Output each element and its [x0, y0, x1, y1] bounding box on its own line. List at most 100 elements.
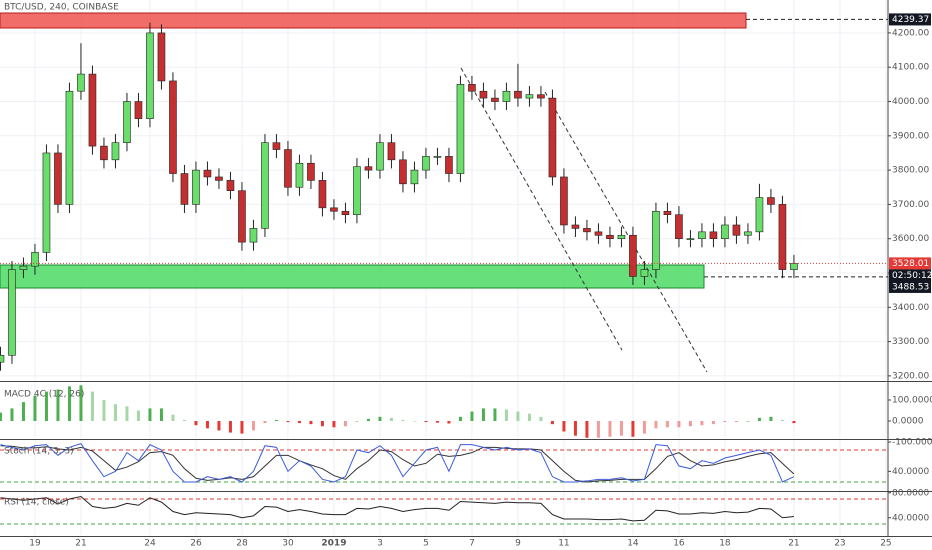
- candle-body: [203, 169, 212, 178]
- macd-bar: [458, 416, 462, 421]
- candle-body: [744, 231, 752, 236]
- resistance-label-box: [889, 13, 931, 26]
- macd-bar: [378, 416, 382, 421]
- macd-bar: [67, 386, 71, 421]
- candle-body: [433, 156, 442, 158]
- candle-body: [353, 166, 361, 215]
- macd-bar: [504, 409, 508, 421]
- y-tick-label: -100.0000: [892, 437, 932, 447]
- candle-body: [422, 156, 430, 171]
- x-tick-label: 18: [719, 539, 731, 549]
- rsi-label: RSI (14, close): [4, 498, 69, 508]
- macd-bar: [389, 417, 393, 421]
- resistance-label: 4239.37: [892, 15, 929, 25]
- candle-body: [663, 210, 672, 215]
- candle-body: [100, 145, 108, 161]
- macd-bar: [631, 420, 635, 437]
- macd-bar: [251, 420, 255, 431]
- y-tick-label: 80.0000: [892, 488, 929, 498]
- candle-body: [341, 210, 350, 215]
- macd-bar: [0, 412, 2, 421]
- x-tick-label: 26: [190, 539, 202, 549]
- macd-bar: [562, 420, 566, 432]
- macd-label: MACD 4C (12, 26): [4, 390, 84, 400]
- price-label: 3528.01: [892, 259, 929, 269]
- candle-body: [755, 197, 764, 233]
- y-tick-label: 3400.00: [892, 303, 929, 313]
- macd-bar: [366, 418, 370, 421]
- macd-bar: [90, 391, 94, 421]
- macd-bar: [355, 420, 359, 422]
- candle-body: [364, 166, 373, 171]
- macd-bar: [113, 404, 117, 421]
- support-label-box: [889, 280, 931, 293]
- candle-body: [88, 73, 97, 147]
- candle-body: [134, 101, 143, 119]
- x-tick-label: 19: [29, 539, 41, 549]
- macd-bar: [102, 400, 106, 421]
- candle-body: [111, 142, 120, 161]
- macd-bar: [700, 420, 704, 426]
- macd-bar: [493, 408, 497, 421]
- macd-bar: [481, 408, 485, 421]
- macd-bar: [309, 420, 313, 425]
- candle-body: [410, 169, 419, 185]
- candle-body: [675, 214, 683, 240]
- macd-bar: [401, 419, 405, 421]
- macd-bar: [297, 420, 301, 424]
- y-tick-label: 3900.00: [892, 131, 929, 141]
- macd-bar: [182, 419, 186, 421]
- candle-body: [778, 204, 787, 270]
- candle-body: [31, 252, 39, 267]
- candle-body: [65, 90, 74, 205]
- resistance-zone: [0, 12, 747, 29]
- x-tick-label: 11: [558, 539, 569, 549]
- x-tick-label: 21: [75, 539, 86, 549]
- candle-body: [169, 80, 177, 174]
- y-tick-label: 100.0000: [892, 396, 932, 406]
- macd-bar: [240, 420, 244, 434]
- candle-body: [284, 149, 292, 188]
- macd-bar: [10, 408, 14, 421]
- macd-bar: [596, 420, 600, 438]
- candle-body: [272, 142, 281, 150]
- candle-body: [571, 224, 580, 229]
- macd-bar: [665, 420, 669, 428]
- candle-body: [514, 90, 522, 99]
- macd-bar: [447, 420, 451, 424]
- channel-line: [544, 91, 708, 373]
- price-label-box: [889, 257, 931, 270]
- x-tick-label: 3: [377, 539, 383, 549]
- macd-bar: [780, 419, 784, 421]
- candle-body: [295, 162, 304, 188]
- chart-title: BTC/USD, 240, COINBASE: [4, 3, 119, 13]
- marks: [0, 18, 888, 525]
- macd-bar: [136, 410, 140, 421]
- candle-body: [537, 94, 545, 99]
- candle-body: [19, 265, 28, 270]
- candle-body: [318, 180, 327, 209]
- macd-bar: [573, 420, 577, 436]
- macd-bar: [585, 420, 589, 438]
- macd-bar: [734, 420, 738, 423]
- stoch-label: Stoch (14, 3, 3): [4, 447, 74, 457]
- macd-bar: [539, 416, 543, 421]
- y-tick-label: 3800.00: [892, 166, 929, 176]
- stoch-d-line: [0, 445, 795, 483]
- candle-body: [502, 90, 511, 102]
- candle-body: [583, 228, 591, 233]
- y-tick-label: 0.0000: [892, 416, 924, 426]
- candle-body: [525, 94, 534, 99]
- macd-bar: [619, 420, 623, 436]
- candle-body: [215, 176, 223, 181]
- candle-body: [456, 84, 465, 174]
- macd-bar: [723, 420, 727, 423]
- x-tick-label: 21: [788, 539, 799, 549]
- candle-body: [548, 97, 557, 178]
- candle-body: [629, 234, 637, 277]
- macd-bar: [424, 420, 428, 423]
- macd-bar: [79, 385, 83, 421]
- macd-bar: [44, 391, 48, 421]
